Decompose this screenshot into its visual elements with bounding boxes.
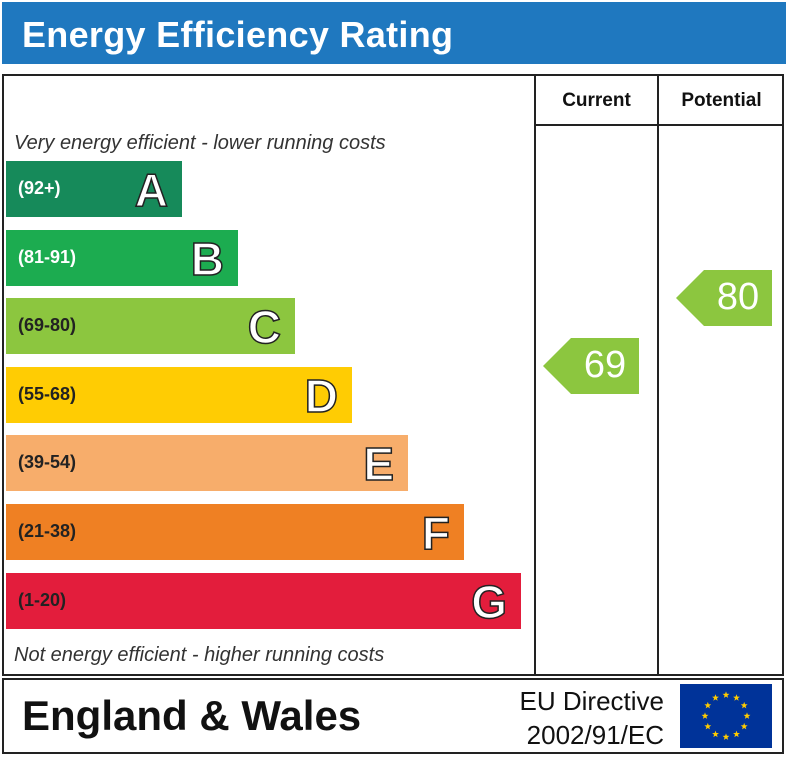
eu-star: [743, 712, 751, 719]
arrow-value: 69: [583, 344, 627, 386]
band-d: (55-68) D: [6, 366, 352, 423]
band-range-label: (92+): [18, 178, 61, 198]
band-letter: B: [190, 232, 225, 286]
eu-star: [740, 722, 748, 730]
eu-star: [722, 733, 730, 740]
header-divider: [536, 124, 784, 126]
divider-current: [534, 74, 536, 676]
column-header-potential: Potential: [681, 90, 762, 111]
divider-potential: [657, 74, 659, 676]
eu-star: [712, 694, 719, 701]
eu-directive-line1: EU Directive: [519, 686, 664, 716]
eu-star: [733, 730, 740, 738]
title-bar: Energy Efficiency Rating: [2, 2, 786, 64]
band-f: (21-38) F: [6, 504, 464, 560]
region-label: England & Wales: [22, 692, 362, 739]
band-letter: A: [134, 163, 169, 217]
eu-star: [701, 712, 709, 719]
arrow-potential: 80: [676, 270, 772, 326]
arrow-value: 80: [716, 276, 760, 318]
band-letter: E: [363, 438, 395, 492]
eu-flag-icon: [680, 684, 772, 748]
band-range-label: (69-80): [18, 315, 77, 336]
eu-star: [722, 691, 730, 698]
band-range-label: (55-68): [18, 383, 77, 404]
eu-star: [740, 701, 748, 709]
band-range-label: (21-38): [18, 521, 77, 541]
band-range-label: (81-91): [18, 246, 77, 267]
chart-frame: [2, 74, 784, 676]
eu-directive: EU Directive 2002/91/EC: [504, 684, 664, 752]
band-range-label: (1-20): [18, 589, 67, 610]
note-inefficient: Not energy efficient - higher running co…: [14, 644, 385, 666]
band-letter: C: [247, 300, 282, 354]
note-efficient: Very energy efficient - lower running co…: [14, 132, 386, 154]
band-c: (69-80) C: [6, 298, 295, 355]
band-g: (1-20) G: [6, 572, 521, 629]
column-header-current: Current: [562, 90, 631, 111]
eu-star: [733, 694, 740, 701]
band-letter: F: [421, 506, 451, 560]
arrow-current: 69: [543, 338, 639, 394]
band-range-label: (39-54): [18, 452, 77, 473]
footer-bar: [2, 678, 784, 754]
band-letter: D: [304, 369, 339, 423]
band-a: (92+) A: [6, 161, 182, 217]
eu-directive-line2: 2002/91/EC: [526, 720, 664, 750]
eu-star: [704, 722, 712, 730]
eu-star: [704, 701, 712, 709]
band-e: (39-54) E: [6, 435, 408, 492]
page-title: Energy Efficiency Rating: [22, 14, 454, 55]
eu-star: [712, 730, 719, 738]
band-letter: G: [470, 575, 507, 629]
band-b: (81-91) B: [6, 229, 238, 286]
